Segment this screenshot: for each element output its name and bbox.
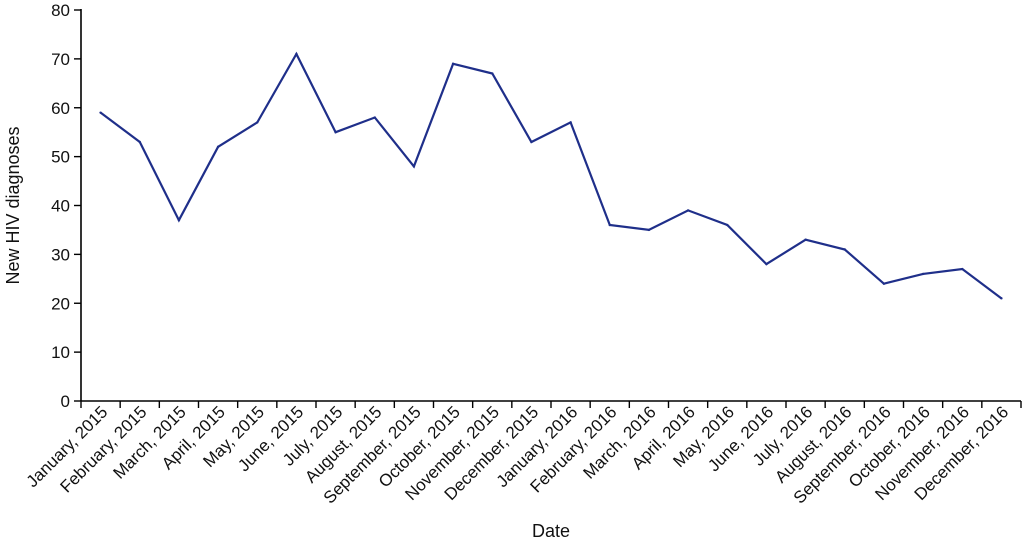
y-tick-label: 80 bbox=[51, 1, 70, 20]
data-point bbox=[99, 111, 102, 114]
data-point bbox=[882, 282, 886, 285]
data-point bbox=[256, 121, 259, 124]
data-point bbox=[412, 165, 416, 168]
y-tick-label: 50 bbox=[51, 148, 70, 167]
y-tick-label: 0 bbox=[61, 392, 70, 411]
data-point bbox=[295, 52, 298, 56]
y-tick-label: 10 bbox=[51, 343, 70, 362]
data-point bbox=[451, 62, 455, 65]
y-tick-label: 30 bbox=[51, 245, 70, 264]
y-axis-label: New HIV diagnoses bbox=[3, 126, 23, 284]
data-point bbox=[216, 145, 220, 149]
y-tick-label: 70 bbox=[51, 50, 70, 69]
data-point bbox=[530, 140, 533, 144]
data-point bbox=[765, 262, 768, 266]
data-point bbox=[373, 116, 376, 119]
y-tick-label: 40 bbox=[51, 197, 70, 216]
data-point bbox=[686, 209, 690, 212]
data-point bbox=[921, 272, 925, 276]
x-axis-label: Date bbox=[532, 521, 570, 541]
data-point bbox=[138, 140, 141, 144]
data-point bbox=[647, 228, 651, 232]
data-point bbox=[961, 267, 964, 271]
data-point bbox=[804, 238, 807, 241]
series-line bbox=[99, 51, 1003, 300]
data-point bbox=[569, 121, 572, 124]
data-point bbox=[491, 72, 494, 75]
y-tick-label: 60 bbox=[51, 99, 70, 118]
data-point bbox=[1000, 297, 1003, 300]
data-point bbox=[608, 223, 611, 227]
y-tick-label: 20 bbox=[51, 294, 70, 313]
data-point bbox=[726, 223, 729, 227]
series-group bbox=[99, 51, 1003, 300]
y-axis: 0 10 20 30 40 50 60 70 80 bbox=[51, 1, 82, 411]
data-point bbox=[177, 218, 181, 222]
data-point bbox=[843, 248, 846, 251]
data-point bbox=[334, 130, 337, 134]
